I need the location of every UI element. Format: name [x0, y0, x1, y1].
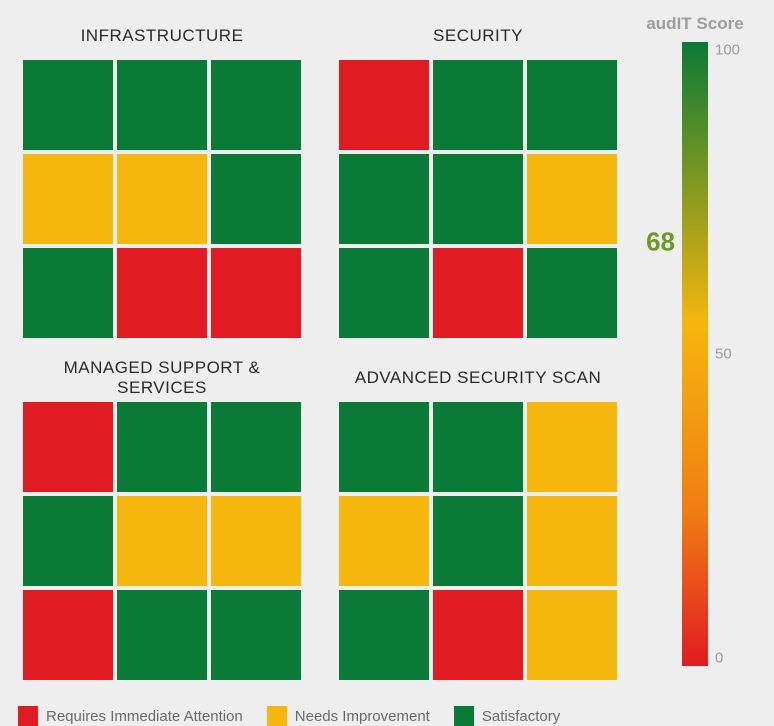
legend-swatch [454, 706, 474, 726]
quadrant-title: SECURITY [433, 14, 523, 58]
grid-cell [211, 60, 301, 150]
quadrant-title: MANAGED SUPPORT & SERVICES [18, 356, 306, 400]
quadrant-container: INFRASTRUCTURE SECURITY MANAGED SUPPORT & … [18, 14, 622, 680]
grid-cell [117, 154, 207, 244]
grid-cell [211, 402, 301, 492]
grid-cell [211, 248, 301, 338]
grid-cell [527, 590, 617, 680]
score-gradient-bar [682, 42, 708, 666]
grid-cell [527, 154, 617, 244]
grid-cell [211, 154, 301, 244]
grid-cell [117, 402, 207, 492]
score-tick: 50 [715, 346, 732, 363]
legend-item: Requires Immediate Attention [18, 706, 243, 726]
quadrant-grid [339, 402, 617, 680]
grid-cell [433, 496, 523, 586]
grid-cell [339, 60, 429, 150]
grid-cell [339, 248, 429, 338]
score-tick: 0 [715, 650, 723, 667]
legend-label: Satisfactory [482, 708, 560, 725]
score-panel: audIT Score 100 50 0 68 [634, 14, 756, 666]
grid-cell [211, 590, 301, 680]
grid-cell [339, 590, 429, 680]
quadrant: MANAGED SUPPORT & SERVICES [18, 356, 306, 680]
grid-cell [433, 154, 523, 244]
grid-cell [527, 248, 617, 338]
legend-swatch [267, 706, 287, 726]
score-value: 68 [646, 226, 675, 257]
score-bar-wrap: 100 50 0 68 [634, 42, 756, 666]
grid-cell [433, 60, 523, 150]
quadrant-title: ADVANCED SECURITY SCAN [355, 356, 602, 400]
grid-cell [23, 402, 113, 492]
grid-cell [339, 496, 429, 586]
score-tick: 100 [715, 42, 740, 59]
grid-cell [117, 248, 207, 338]
grid-cell [23, 154, 113, 244]
grid-cell [527, 402, 617, 492]
grid-cell [339, 402, 429, 492]
quadrant: SECURITY [334, 14, 622, 338]
quadrant-grid [23, 60, 301, 338]
legend-item: Satisfactory [454, 706, 560, 726]
grid-cell [433, 402, 523, 492]
grid-cell [23, 590, 113, 680]
grid-cell [117, 590, 207, 680]
grid-cell [433, 590, 523, 680]
grid-cell [527, 60, 617, 150]
grid-cell [23, 60, 113, 150]
legend-label: Needs Improvement [295, 708, 430, 725]
grid-cell [339, 154, 429, 244]
legend-item: Needs Improvement [267, 706, 430, 726]
score-title: audIT Score [646, 14, 743, 34]
grid-cell [211, 496, 301, 586]
legend: Requires Immediate Attention Needs Improv… [18, 706, 622, 726]
dashboard-main: INFRASTRUCTURE SECURITY MANAGED SUPPORT & … [18, 14, 622, 726]
legend-swatch [18, 706, 38, 726]
grid-cell [117, 496, 207, 586]
grid-cell [117, 60, 207, 150]
quadrant: ADVANCED SECURITY SCAN [334, 356, 622, 680]
quadrant-title: INFRASTRUCTURE [81, 14, 244, 58]
grid-cell [527, 496, 617, 586]
grid-cell [23, 248, 113, 338]
legend-label: Requires Immediate Attention [46, 708, 243, 725]
grid-cell [433, 248, 523, 338]
grid-cell [23, 496, 113, 586]
quadrant-grid [339, 60, 617, 338]
quadrant: INFRASTRUCTURE [18, 14, 306, 338]
quadrant-grid [23, 402, 301, 680]
